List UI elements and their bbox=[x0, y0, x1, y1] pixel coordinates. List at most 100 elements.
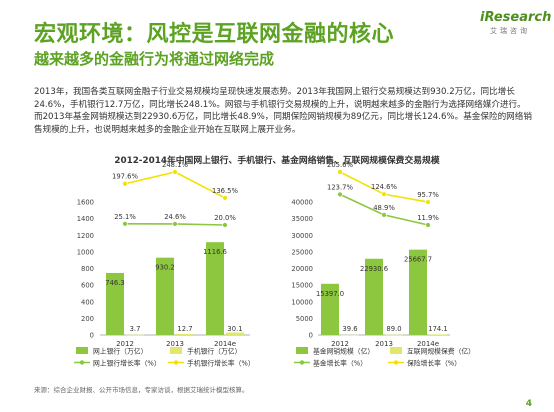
legend-marker bbox=[79, 360, 85, 365]
growth-label: 11.9% bbox=[417, 214, 439, 222]
logo-wordmark: iResearch bbox=[480, 10, 552, 25]
y-tick-label: 800 bbox=[81, 265, 94, 273]
growth-point bbox=[381, 212, 387, 218]
bar-secondary bbox=[126, 334, 144, 336]
chart-title: 2012-2014年中国网上银行、手机银行、基金网络销售、互联网规模保费交易规模 bbox=[114, 156, 440, 166]
growth-point bbox=[337, 169, 343, 175]
bar-primary bbox=[206, 242, 224, 335]
y-tick-label: 40000 bbox=[291, 199, 313, 207]
bar-value-label: 746.3 bbox=[105, 279, 124, 287]
bar-value-label: 15397.0 bbox=[316, 290, 344, 298]
growth-label: 136.5% bbox=[212, 187, 238, 195]
page-title: 宏观环境：风控是互联网金融的核心 bbox=[34, 22, 395, 47]
growth-label: 124.6% bbox=[371, 183, 397, 191]
y-tick-label: 1400 bbox=[77, 215, 94, 223]
y-tick-label: 1600 bbox=[77, 199, 94, 207]
growth-point bbox=[425, 222, 431, 228]
growth-point bbox=[122, 181, 128, 187]
legend-label: 基金增长率（%） bbox=[313, 359, 367, 368]
y-tick-label: 1200 bbox=[77, 232, 94, 240]
legend-label: 保险增长率（%） bbox=[407, 359, 461, 368]
x-tick-label: 2014e bbox=[417, 340, 439, 348]
legend-label: 网上银行（万亿） bbox=[93, 347, 147, 356]
bar-primary bbox=[321, 283, 339, 335]
bar-value-label: 30.1 bbox=[227, 325, 242, 333]
y-tick-label: 400 bbox=[81, 298, 94, 306]
bar-value-label: 930.2 bbox=[155, 264, 174, 272]
footer-bar bbox=[0, 399, 554, 412]
bar-secondary bbox=[176, 333, 194, 335]
legend-marker bbox=[393, 360, 399, 365]
bar-value-label: 39.6 bbox=[342, 325, 357, 333]
bar-value-label: 12.7 bbox=[177, 325, 192, 333]
legend-swatch bbox=[76, 347, 88, 354]
iresearch-logo: iResearch 艾瑞咨询 bbox=[480, 10, 552, 44]
growth-point bbox=[222, 195, 228, 201]
growth-line-secondary bbox=[124, 171, 226, 199]
y-tick-label: 0 bbox=[90, 332, 94, 340]
x-tick-label: 2012 bbox=[331, 340, 349, 348]
y-tick-label: 1000 bbox=[77, 248, 94, 256]
bar-value-label: 22930.6 bbox=[360, 265, 388, 273]
source-note: 来源：综合企业财报、公开市场信息，专家访谈，根据艾瑞统计模型核算。 bbox=[34, 386, 249, 394]
bar-secondary bbox=[226, 332, 244, 335]
growth-label: 248.1% bbox=[162, 161, 188, 169]
legend-marker bbox=[299, 360, 305, 365]
logo-tagline: 艾瑞咨询 bbox=[490, 27, 530, 35]
bar-value-label: 1116.6 bbox=[203, 248, 227, 256]
x-tick-label: 2014e bbox=[214, 340, 236, 348]
growth-label: 20.0% bbox=[214, 214, 236, 222]
legend-label: 手机银行增长率（%） bbox=[187, 359, 255, 368]
legend-swatch bbox=[296, 347, 308, 354]
bar-value-label: 174.1 bbox=[428, 325, 447, 333]
growth-point bbox=[381, 191, 387, 197]
header: 宏观环境：风控是互联网金融的核心 越来越多的金融行为将通过网络完成 iResea… bbox=[0, 0, 554, 70]
y-tick-label: 35000 bbox=[291, 215, 313, 223]
growth-point bbox=[172, 221, 178, 227]
bar-value-label: 25667.7 bbox=[404, 256, 432, 264]
legend-label: 互联网规模保费（亿） bbox=[407, 347, 475, 356]
growth-label: 95.7% bbox=[417, 191, 439, 199]
bar-secondary bbox=[385, 334, 403, 336]
growth-label: 197.6% bbox=[112, 173, 138, 181]
bar-primary bbox=[409, 249, 427, 335]
growth-point bbox=[425, 199, 431, 205]
y-tick-label: 10000 bbox=[291, 298, 313, 306]
page-subtitle: 越来越多的金融行为将通过网络完成 bbox=[34, 50, 275, 68]
y-tick-label: 600 bbox=[81, 282, 94, 290]
legend-label: 手机银行（万亿） bbox=[187, 347, 241, 356]
growth-label: 123.7% bbox=[327, 183, 353, 191]
bar-primary bbox=[106, 272, 124, 335]
bar-secondary bbox=[429, 334, 447, 336]
growth-label: 205.6% bbox=[327, 161, 353, 169]
growth-label: 25.1% bbox=[114, 213, 136, 221]
x-tick-label: 2012 bbox=[116, 340, 134, 348]
growth-point bbox=[172, 169, 178, 175]
bar-value-label: 89.0 bbox=[386, 325, 401, 333]
y-tick-label: 25000 bbox=[291, 248, 313, 256]
legend-marker bbox=[173, 360, 179, 365]
bar-primary bbox=[365, 258, 383, 335]
y-tick-label: 5000 bbox=[296, 315, 313, 323]
bar-primary bbox=[156, 257, 174, 335]
growth-point bbox=[222, 222, 228, 228]
legend-label: 网上银行增长率（%） bbox=[93, 359, 161, 368]
x-tick-label: 2013 bbox=[166, 340, 184, 348]
y-tick-label: 15000 bbox=[291, 282, 313, 290]
growth-label: 48.9% bbox=[373, 204, 395, 212]
body-paragraph: 2013年，我国各类互联网金融子行业交易规模均呈现快速发展态势。2013年我国网… bbox=[34, 87, 532, 135]
y-tick-label: 200 bbox=[81, 315, 94, 323]
y-tick-label: 30000 bbox=[291, 232, 313, 240]
bar-value-label: 3.7 bbox=[130, 325, 141, 333]
legend-swatch bbox=[170, 347, 182, 354]
growth-label: 24.6% bbox=[164, 213, 186, 221]
y-tick-label: 0 bbox=[309, 332, 313, 340]
bar-secondary bbox=[341, 334, 359, 336]
legend-swatch bbox=[390, 347, 402, 354]
growth-point bbox=[337, 191, 343, 198]
legend-label: 基金网销规模（亿） bbox=[313, 347, 374, 356]
y-tick-label: 20000 bbox=[291, 265, 313, 273]
growth-point bbox=[122, 221, 128, 227]
page-number: 4 bbox=[525, 399, 532, 409]
